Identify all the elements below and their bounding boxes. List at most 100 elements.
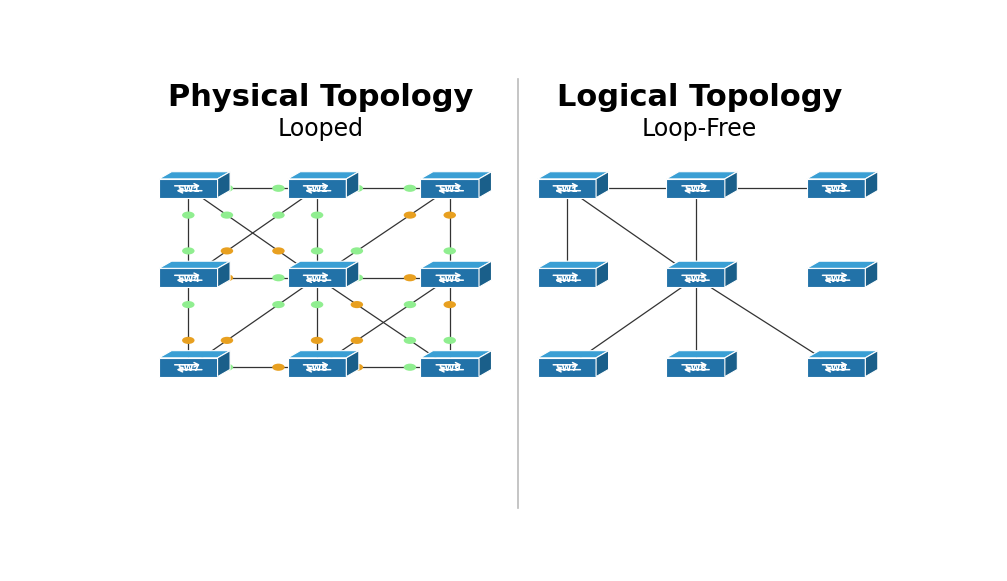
Polygon shape	[596, 351, 608, 376]
Text: SW6: SW6	[438, 275, 461, 284]
Text: SW1: SW1	[177, 185, 199, 194]
Polygon shape	[865, 351, 878, 376]
Polygon shape	[667, 172, 737, 179]
Polygon shape	[538, 261, 608, 268]
Polygon shape	[596, 172, 608, 198]
Circle shape	[350, 248, 364, 254]
Polygon shape	[865, 172, 878, 198]
Bar	[807, 179, 865, 198]
Polygon shape	[479, 261, 491, 287]
Polygon shape	[159, 351, 230, 358]
Polygon shape	[346, 172, 358, 198]
Text: SW5: SW5	[685, 275, 707, 284]
Polygon shape	[421, 172, 491, 179]
Circle shape	[221, 248, 234, 254]
Polygon shape	[479, 172, 491, 198]
Circle shape	[182, 248, 194, 254]
Bar	[421, 179, 479, 198]
Bar	[667, 268, 725, 287]
Text: Physical Topology: Physical Topology	[168, 83, 473, 112]
Circle shape	[404, 301, 416, 308]
Bar	[807, 358, 865, 376]
Circle shape	[272, 211, 285, 218]
Text: SW3: SW3	[825, 185, 847, 194]
Circle shape	[311, 211, 323, 218]
Bar	[538, 179, 596, 198]
Polygon shape	[218, 172, 230, 198]
Polygon shape	[159, 172, 230, 179]
Polygon shape	[596, 261, 608, 287]
Text: Logical Topology: Logical Topology	[557, 83, 842, 112]
Polygon shape	[865, 261, 878, 287]
Polygon shape	[807, 351, 878, 358]
Circle shape	[272, 301, 285, 308]
Circle shape	[272, 185, 285, 192]
Circle shape	[443, 301, 456, 308]
Text: Loop-Free: Loop-Free	[641, 117, 757, 141]
Circle shape	[182, 337, 194, 344]
Polygon shape	[288, 351, 358, 358]
Text: SW7: SW7	[177, 364, 199, 373]
Text: SW6: SW6	[825, 275, 847, 284]
Circle shape	[350, 364, 364, 371]
Polygon shape	[725, 261, 737, 287]
Circle shape	[404, 364, 416, 371]
Polygon shape	[218, 261, 230, 287]
Polygon shape	[538, 172, 608, 179]
Polygon shape	[159, 261, 230, 268]
Circle shape	[404, 274, 416, 281]
Bar	[538, 268, 596, 287]
Circle shape	[443, 211, 456, 218]
Text: SW9: SW9	[825, 364, 848, 373]
Circle shape	[350, 301, 364, 308]
Bar	[667, 358, 725, 376]
Bar	[288, 268, 346, 287]
Text: SW1: SW1	[556, 185, 578, 194]
Circle shape	[272, 274, 285, 281]
Circle shape	[272, 364, 285, 371]
Bar	[538, 358, 596, 376]
Text: Looped: Looped	[278, 117, 364, 141]
Circle shape	[404, 211, 416, 218]
Circle shape	[182, 211, 194, 218]
Text: SW3: SW3	[438, 185, 461, 194]
Bar	[667, 179, 725, 198]
Circle shape	[350, 337, 364, 344]
Polygon shape	[667, 351, 737, 358]
Circle shape	[272, 248, 285, 254]
Bar	[807, 268, 865, 287]
Text: SW2: SW2	[685, 185, 707, 194]
Circle shape	[404, 337, 416, 344]
Bar	[421, 268, 479, 287]
Circle shape	[404, 185, 416, 192]
Circle shape	[182, 301, 194, 308]
Circle shape	[443, 248, 456, 254]
Bar	[159, 268, 218, 287]
Text: SW9: SW9	[438, 364, 461, 373]
Polygon shape	[725, 172, 737, 198]
Circle shape	[221, 211, 234, 218]
Bar	[421, 358, 479, 376]
Text: SW8: SW8	[306, 364, 328, 373]
Polygon shape	[421, 351, 491, 358]
Polygon shape	[288, 261, 358, 268]
Text: SW4: SW4	[556, 275, 578, 284]
Circle shape	[311, 248, 323, 254]
Polygon shape	[807, 172, 878, 179]
Bar	[288, 179, 346, 198]
Bar	[159, 179, 218, 198]
Circle shape	[311, 337, 323, 344]
Circle shape	[350, 185, 364, 192]
Text: SW4: SW4	[177, 275, 199, 284]
Polygon shape	[725, 351, 737, 376]
Polygon shape	[807, 261, 878, 268]
Circle shape	[221, 337, 234, 344]
Text: SW8: SW8	[685, 364, 707, 373]
Polygon shape	[218, 351, 230, 376]
Polygon shape	[421, 261, 491, 268]
Circle shape	[443, 337, 456, 344]
Polygon shape	[538, 351, 608, 358]
Bar	[288, 358, 346, 376]
Circle shape	[221, 364, 234, 371]
Text: SW2: SW2	[306, 185, 328, 194]
